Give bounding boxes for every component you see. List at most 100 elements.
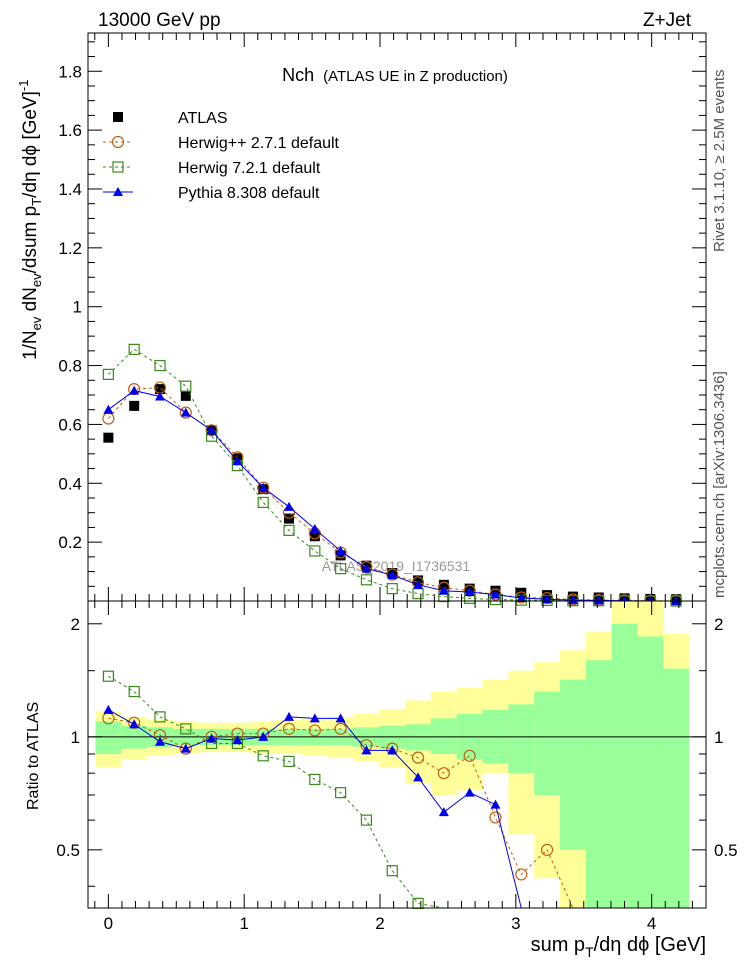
band-inner xyxy=(611,623,638,908)
main-ytick-label: 0.2 xyxy=(58,533,82,552)
data-point xyxy=(386,583,398,595)
data-point xyxy=(309,523,320,533)
xlabel-p0: sum p xyxy=(531,934,585,956)
ratio-point xyxy=(361,745,372,755)
ratio-point xyxy=(515,868,528,881)
main-ylabel: 1/Nev dNev/dsum pT/dη dϕ [GeV]-1 xyxy=(16,80,44,361)
data-point xyxy=(593,595,604,605)
ratio-point xyxy=(179,742,192,755)
data-point xyxy=(257,481,270,494)
band-inner xyxy=(405,724,431,751)
data-point xyxy=(335,545,346,555)
ratio-series-line xyxy=(108,675,444,909)
ylabel-p1: ev xyxy=(29,316,44,330)
data-point xyxy=(103,432,114,443)
ratio-ylabel: Ratio to ATLAS xyxy=(25,702,42,810)
ratio-xtick-label: 0 xyxy=(104,914,113,933)
ratio-point xyxy=(437,767,450,780)
ratio-series-line xyxy=(108,717,574,909)
ylabel-p5: T xyxy=(29,198,44,206)
ratio-xtick-label: 3 xyxy=(511,914,520,933)
main-ytick-label: 0.4 xyxy=(58,474,82,493)
data-point xyxy=(180,390,191,401)
ratio-point xyxy=(387,745,398,755)
ratio-point xyxy=(257,750,269,762)
data-point xyxy=(179,406,192,419)
data-point xyxy=(464,587,475,597)
data-point xyxy=(335,550,346,561)
ylabel-p6: /dη dϕ [GeV] xyxy=(20,91,41,198)
ylabel-p0: 1/N xyxy=(20,330,41,360)
ratio-point xyxy=(180,723,192,735)
ratio-point xyxy=(309,713,320,723)
header-left: 13000 GeV pp xyxy=(98,10,221,31)
ratio-panel-frame xyxy=(87,600,707,909)
data-point xyxy=(360,561,373,574)
ratio-point xyxy=(412,897,424,910)
data-point xyxy=(361,563,372,573)
rivet-label: Rivet 3.1.10, ≥ 2.5M events xyxy=(711,70,728,253)
ratio-point xyxy=(154,711,166,723)
xlabel-p2: /dη dϕ [GeV] xyxy=(594,934,706,956)
ratio-ytick-label: 1 xyxy=(71,728,80,747)
mcplots-label: mcplots.cern.ch [arXiv:1306.3436] xyxy=(711,371,728,598)
data-point xyxy=(438,585,449,595)
legend-label: Pythia 8.308 default xyxy=(178,185,320,202)
ratio-ytick-label: 2 xyxy=(71,615,80,634)
ratio-point xyxy=(490,799,501,809)
ratio-point xyxy=(102,670,114,682)
band-inner xyxy=(508,704,535,774)
main-ytick-label: 0.6 xyxy=(58,415,82,434)
legend-label: Herwig++ 2.7.1 default xyxy=(178,135,340,152)
data-point xyxy=(154,391,165,401)
main-ytick-label: 1.2 xyxy=(58,239,82,258)
ratio-point xyxy=(232,735,243,745)
data-point xyxy=(463,584,476,597)
ratio-point xyxy=(438,807,449,817)
ratio-point xyxy=(103,704,114,714)
band-inner xyxy=(534,691,560,795)
data-point xyxy=(128,383,141,396)
data-point xyxy=(516,593,527,603)
main-ytick-label: 1.8 xyxy=(58,62,82,81)
ratio-xtick-label: 1 xyxy=(239,914,248,933)
data-point xyxy=(335,563,347,575)
ratio-point xyxy=(411,751,425,764)
ratio-point xyxy=(335,713,346,723)
data-point xyxy=(128,343,140,355)
ratio-point xyxy=(335,787,347,799)
ratio-point xyxy=(284,711,295,721)
data-point xyxy=(180,407,191,417)
ylabel-p4: /dsum p xyxy=(20,206,41,274)
ratio-point xyxy=(464,787,475,797)
header-right: Z+Jet xyxy=(643,10,692,31)
data-point xyxy=(103,404,114,414)
ratio-ytick-label-right: 2 xyxy=(714,615,723,634)
ratio-series-line xyxy=(108,709,548,909)
data-point xyxy=(284,501,295,511)
ratio-point xyxy=(386,865,398,877)
data-point xyxy=(154,359,166,372)
ratio-xtick-label: 4 xyxy=(647,914,656,933)
legend-marker xyxy=(112,161,124,173)
ratio-point xyxy=(154,736,165,746)
data-point xyxy=(129,400,140,411)
ratio-point xyxy=(258,731,269,741)
main-ytick-label: 0.8 xyxy=(58,357,82,376)
data-point xyxy=(206,425,217,435)
main-panel: 0.2 0.4 0.6 0.8 1 1.2 1.4 1.6 1.8 xyxy=(58,33,706,607)
ratio-point xyxy=(129,719,140,729)
ratio-point xyxy=(282,722,296,735)
ratio-ytick-label-right: 0.5 xyxy=(714,841,738,860)
ratio-bands xyxy=(88,601,706,908)
band-inner xyxy=(663,668,690,908)
data-point xyxy=(360,574,373,586)
series-line xyxy=(108,348,677,602)
ylabel-p3: ev xyxy=(29,273,44,287)
data-point xyxy=(309,545,321,557)
data-point xyxy=(490,589,501,599)
legend: ATLAS Herwig++ 2.7.1 default Herwig 7.2.1 … xyxy=(103,110,340,202)
chart-title-main: Nch xyxy=(282,65,314,85)
ratio-point xyxy=(360,814,373,826)
